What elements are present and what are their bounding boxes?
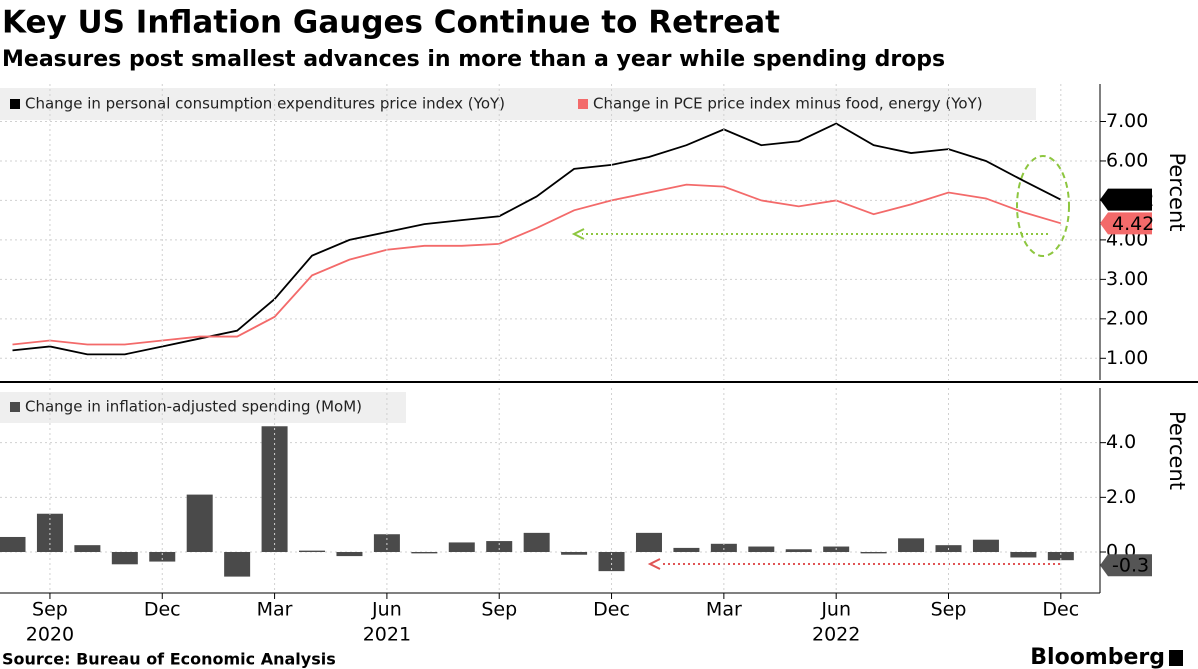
- bar: [0, 536, 26, 552]
- y-tick-label: 6.00: [1106, 149, 1148, 171]
- arrow-head: [571, 228, 585, 240]
- legend-label: Change in PCE price index minus food, en…: [593, 95, 983, 113]
- bar: [486, 541, 513, 552]
- x-tick-label: Dec: [593, 599, 630, 621]
- legend-swatch: [10, 402, 20, 412]
- x-year-label: 2021: [363, 624, 411, 646]
- y-tick-label: 2.0: [1106, 486, 1136, 508]
- x-tick-label: Sep: [32, 599, 68, 621]
- bar: [673, 547, 700, 552]
- x-tick-label: Sep: [931, 599, 967, 621]
- bar: [710, 543, 737, 552]
- brand: Bloomberg: [1030, 645, 1165, 669]
- x-tick-label: Jun: [371, 599, 402, 621]
- bar: [523, 532, 550, 552]
- source: Source: Bureau of Economic Analysis: [2, 650, 336, 669]
- legend-box: [0, 392, 406, 423]
- bar: [111, 552, 138, 565]
- end-label-box: [1100, 188, 1152, 211]
- x-tick-label: Dec: [1042, 599, 1079, 621]
- x-year-label: 2022: [812, 624, 860, 646]
- x-tick-label: Jun: [820, 599, 851, 621]
- y-tick-label: 4.0: [1106, 431, 1136, 453]
- end-label: 4.42: [1112, 213, 1154, 235]
- bar: [336, 552, 363, 557]
- x-tick-label: Sep: [481, 599, 517, 621]
- bar: [860, 552, 887, 554]
- x-tick-label: Mar: [257, 599, 293, 621]
- bar: [224, 552, 251, 577]
- x-tick-label: Mar: [706, 599, 742, 621]
- bar: [448, 542, 475, 552]
- legend-swatch: [10, 99, 20, 109]
- y-axis-label: Percent: [1165, 411, 1189, 490]
- bar: [635, 532, 662, 552]
- bar: [748, 546, 775, 552]
- bar: [785, 549, 812, 552]
- chart-title: Key US Inflation Gauges Continue to Retr…: [2, 5, 780, 41]
- bar: [598, 552, 625, 572]
- bar: [898, 538, 925, 552]
- legend-box: [0, 88, 1036, 120]
- y-tick-label: 3.00: [1106, 268, 1148, 290]
- bar: [972, 539, 999, 552]
- x-tick-label: Dec: [144, 599, 181, 621]
- line: [12, 183, 1062, 346]
- bar: [1010, 552, 1037, 558]
- end-label-box: [1100, 212, 1152, 235]
- y-axis-label: Percent: [1165, 152, 1189, 231]
- y-tick-label: 2.00: [1106, 307, 1148, 329]
- legend-label: Change in personal consumption expenditu…: [25, 95, 505, 113]
- bar: [74, 545, 101, 552]
- y-tick-label: 1.00: [1106, 347, 1148, 369]
- legend-swatch: [578, 99, 588, 109]
- y-tick-label: 7.00: [1106, 110, 1148, 132]
- end-label-box: [1100, 554, 1152, 577]
- end-label: 5.02: [1112, 189, 1154, 211]
- bar: [299, 550, 326, 552]
- highlight-ellipse: [1016, 155, 1070, 257]
- line: [12, 122, 1062, 356]
- brand-icon: [1169, 650, 1183, 666]
- bar: [149, 552, 176, 562]
- bar: [561, 552, 588, 555]
- legend-label: Change in inflation-adjusted spending (M…: [25, 398, 362, 416]
- bar: [186, 494, 213, 552]
- bar: [1047, 552, 1074, 561]
- end-label: -0.3: [1112, 555, 1149, 577]
- arrow-head: [647, 558, 661, 570]
- bar: [36, 513, 63, 552]
- chart-subtitle: Measures post smallest advances in more …: [2, 47, 945, 72]
- x-year-label: 2020: [26, 624, 74, 646]
- bar: [411, 552, 438, 554]
